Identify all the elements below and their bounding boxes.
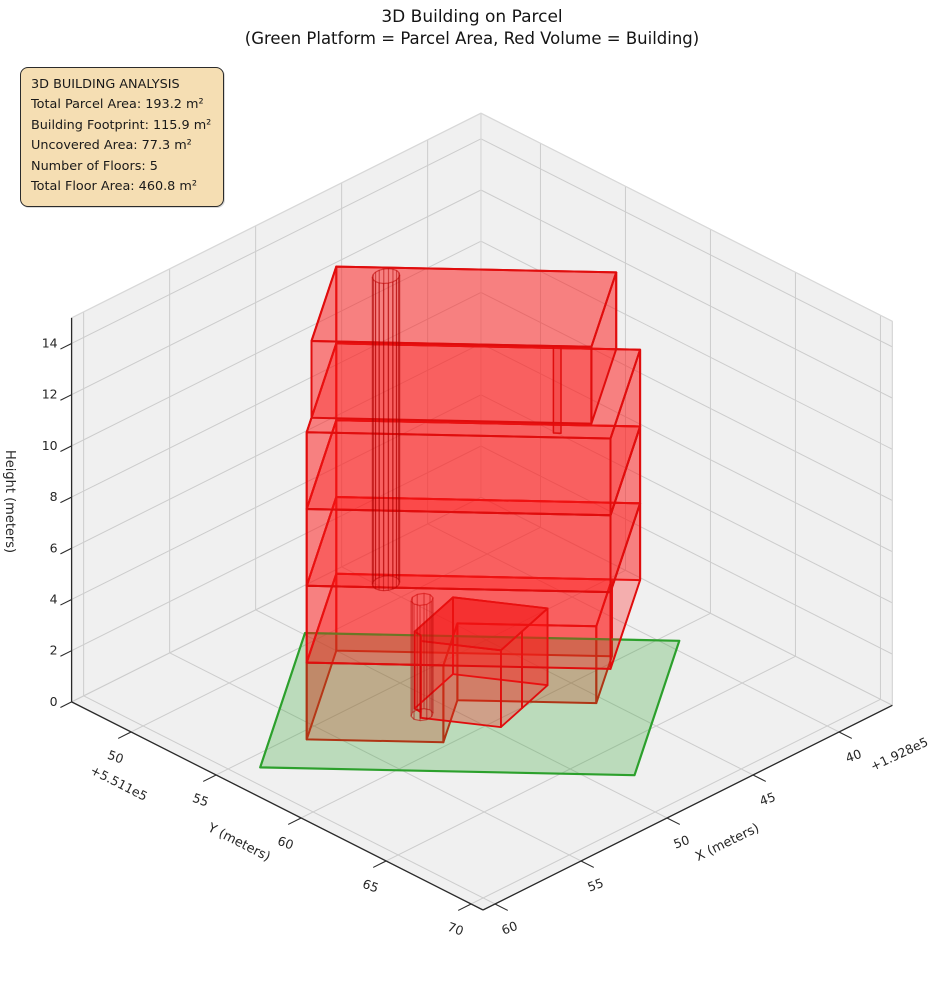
z-tick-label: 2 bbox=[50, 643, 58, 658]
y-tick-label: 65 bbox=[361, 876, 381, 896]
x-tick-label: 55 bbox=[585, 875, 605, 895]
cylinder-rim bbox=[410, 707, 434, 722]
y-tick-label: 50 bbox=[106, 747, 126, 767]
x-axis-title: X (meters) bbox=[693, 821, 762, 865]
grid-line bbox=[71, 343, 482, 549]
grid-line bbox=[71, 496, 482, 703]
y-tick bbox=[287, 817, 302, 825]
analysis-line: Total Parcel Area: 193.2 m² bbox=[31, 97, 204, 113]
cylinder-rim bbox=[371, 268, 401, 285]
grid-line bbox=[480, 291, 893, 501]
x-tick-label: 60 bbox=[499, 918, 519, 938]
analysis-line: Uncovered Area: 77.3 m² bbox=[31, 138, 192, 154]
x-tick-label: 40 bbox=[843, 746, 863, 766]
front-box-top bbox=[413, 596, 549, 652]
grid-line bbox=[71, 394, 482, 600]
analysis-heading: 3D BUILDING ANALYSIS bbox=[31, 77, 180, 92]
z-tick-label: 0 bbox=[50, 694, 58, 709]
analysis-line: Building Footprint: 115.9 m² bbox=[31, 117, 212, 133]
y-tick bbox=[117, 731, 132, 739]
grid-line bbox=[71, 445, 482, 652]
cylinder-rim bbox=[371, 575, 401, 592]
page-subtitle: (Green Platform = Parcel Area, Red Volum… bbox=[244, 29, 700, 48]
grid-line bbox=[71, 291, 482, 498]
z-tick bbox=[60, 547, 72, 555]
grid-line bbox=[300, 612, 711, 819]
y-axis-offset: +5.511e5 bbox=[88, 762, 150, 803]
floor-2-face bbox=[305, 584, 612, 670]
x-tick bbox=[752, 774, 767, 782]
z-tick bbox=[60, 496, 72, 504]
z-tick bbox=[60, 650, 72, 657]
y-tick-label: 55 bbox=[191, 790, 211, 810]
grid-line bbox=[480, 189, 893, 399]
y-axis-title: Y (meters) bbox=[204, 820, 272, 865]
floor-5-face bbox=[310, 340, 593, 425]
y-tick bbox=[202, 774, 217, 782]
pane-edge bbox=[480, 112, 893, 322]
z-tick-label: 12 bbox=[42, 387, 58, 402]
cylinder-rim bbox=[410, 592, 434, 607]
z-tick bbox=[60, 394, 72, 401]
x-tick bbox=[666, 817, 681, 825]
grid-line bbox=[480, 240, 893, 450]
x-tick bbox=[580, 860, 595, 868]
x-axis-spine bbox=[482, 704, 893, 911]
grid-line bbox=[255, 609, 668, 819]
z-tick bbox=[60, 701, 72, 708]
grid-line bbox=[470, 698, 881, 905]
z-tick-label: 8 bbox=[50, 489, 58, 504]
z-tick bbox=[60, 342, 72, 350]
z-tick-label: 4 bbox=[50, 591, 58, 606]
grid-line bbox=[480, 343, 893, 553]
floor-3-face bbox=[305, 508, 612, 594]
facade-slot bbox=[552, 345, 562, 434]
pane-edge bbox=[71, 112, 482, 319]
analysis-box: 3D BUILDING ANALYSIS Total Parcel Area: … bbox=[20, 67, 225, 207]
z-tick bbox=[60, 598, 72, 606]
grid-line bbox=[71, 138, 482, 344]
z-tick-label: 14 bbox=[42, 335, 58, 350]
grid-line bbox=[83, 695, 496, 905]
y-axis-spine bbox=[71, 701, 484, 911]
z-tick bbox=[60, 445, 72, 452]
x-tick bbox=[838, 731, 853, 739]
x-axis-offset: +1.928e5 bbox=[868, 734, 930, 774]
grid-line bbox=[480, 496, 893, 706]
x-tick-label: 45 bbox=[757, 789, 777, 809]
y-tick bbox=[457, 903, 472, 911]
grid-line bbox=[169, 652, 582, 862]
x-tick-label: 50 bbox=[671, 832, 691, 852]
grid-line bbox=[385, 655, 796, 862]
grid-line bbox=[71, 240, 482, 447]
analysis-line: Number of Floors: 5 bbox=[31, 158, 158, 174]
z-axis-title: Height (meters) bbox=[2, 450, 17, 553]
y-tick bbox=[372, 860, 387, 868]
z-tick-label: 10 bbox=[42, 438, 58, 453]
analysis-line: Total Floor Area: 460.8 m² bbox=[31, 179, 197, 195]
y-tick-label: 70 bbox=[446, 919, 466, 939]
floor-4-face bbox=[305, 431, 612, 517]
y-tick-label: 60 bbox=[276, 833, 296, 853]
grid-line bbox=[71, 189, 482, 396]
page-title: 3D Building on Parcel bbox=[381, 7, 563, 27]
floor-5-top bbox=[310, 265, 618, 348]
x-tick bbox=[494, 903, 509, 911]
z-tick-label: 6 bbox=[50, 540, 58, 555]
grid-line bbox=[480, 445, 893, 655]
grid-line bbox=[480, 138, 893, 348]
grid-line bbox=[427, 523, 840, 733]
grid-line bbox=[480, 394, 893, 604]
